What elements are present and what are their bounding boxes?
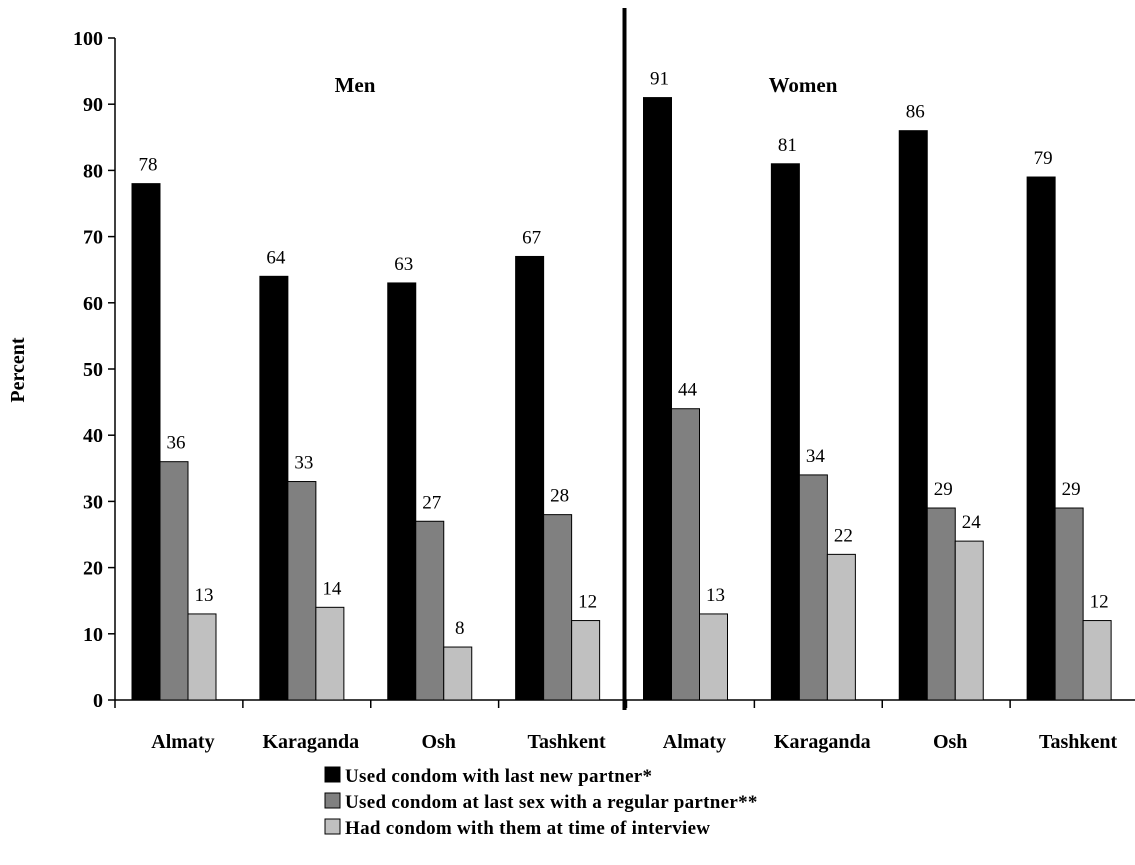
- y-tick-label: 100: [73, 28, 103, 50]
- bar: [898, 130, 928, 701]
- bar: [387, 282, 417, 701]
- bar: [643, 97, 672, 701]
- group-title: Women: [769, 73, 838, 97]
- bar: [159, 461, 189, 701]
- bar: [699, 613, 728, 701]
- data-label: 86: [906, 102, 925, 123]
- y-tick-label: 90: [83, 94, 103, 116]
- data-label: 27: [422, 492, 441, 513]
- bar: [1026, 176, 1056, 701]
- legend-label: Used condom at last sex with a regular p…: [345, 792, 758, 813]
- data-label: 12: [578, 592, 597, 613]
- bar: [131, 183, 161, 701]
- legend: Used condom with last new partner* Used c…: [324, 766, 758, 839]
- data-label: 13: [706, 585, 725, 606]
- data-label: 24: [962, 512, 982, 533]
- data-label: 81: [778, 135, 797, 156]
- data-label: 22: [834, 525, 853, 546]
- y-axis-label: Percent: [7, 337, 29, 402]
- data-labels: Men 78 36 13 64 33 14 63 27 8 67 28 12 Women 91 44 13 81 3…: [139, 69, 1109, 639]
- data-label: 34: [806, 446, 826, 467]
- bars: [131, 97, 1112, 701]
- bar: [826, 553, 856, 701]
- y-tick-label: 70: [83, 227, 103, 249]
- data-label: 29: [1062, 479, 1081, 500]
- category-label: Tashkent: [527, 731, 606, 753]
- data-label: 29: [934, 479, 953, 500]
- bar: [415, 520, 445, 701]
- bar: [671, 408, 700, 701]
- data-label: 28: [550, 486, 569, 507]
- data-label: 64: [266, 247, 286, 268]
- data-label: 36: [167, 433, 186, 454]
- category-label: Osh: [933, 731, 967, 753]
- bar: [571, 620, 601, 701]
- data-label: 44: [678, 380, 698, 401]
- bar: [1054, 507, 1084, 701]
- legend-label: Used condom with last new partner*: [345, 766, 652, 787]
- data-label: 79: [1034, 148, 1053, 169]
- data-label: 67: [522, 227, 541, 248]
- category-label: Tashkent: [1039, 731, 1118, 753]
- data-label: 63: [394, 254, 413, 275]
- bar: [954, 540, 984, 701]
- bar: [1082, 620, 1112, 701]
- legend-swatch: [324, 818, 341, 835]
- bar: [287, 481, 317, 701]
- category-label: Almaty: [151, 731, 214, 753]
- bar: [543, 514, 573, 701]
- x-axis: Almaty Karaganda Osh Tashkent Almaty Karagand…: [114, 700, 1118, 753]
- data-label: 91: [650, 69, 669, 90]
- y-tick-label: 50: [83, 359, 103, 381]
- bar: [187, 613, 217, 701]
- bar: [259, 275, 289, 701]
- y-tick-label: 10: [83, 624, 103, 646]
- bar: [515, 255, 545, 701]
- bar: [315, 606, 345, 701]
- data-label: 33: [294, 453, 313, 474]
- legend-swatch: [324, 766, 341, 783]
- legend-label: Had condom with them at time of intervie…: [345, 818, 710, 839]
- data-label: 78: [139, 155, 158, 176]
- data-label: 8: [455, 618, 465, 639]
- data-label: 13: [195, 585, 214, 606]
- bar: [798, 474, 828, 701]
- category-label: Karaganda: [774, 731, 871, 753]
- y-tick-label: 20: [83, 558, 103, 580]
- legend-swatch: [324, 792, 341, 809]
- category-label: Osh: [421, 731, 455, 753]
- data-label: 14: [322, 578, 342, 599]
- bar: [443, 646, 473, 701]
- category-label: Karaganda: [262, 731, 359, 753]
- category-label: Almaty: [663, 731, 726, 753]
- bar: [926, 507, 956, 701]
- y-tick-label: 60: [83, 293, 103, 315]
- y-tick-label: 30: [83, 491, 103, 513]
- y-tick-label: 80: [83, 160, 103, 182]
- data-label: 12: [1090, 592, 1109, 613]
- y-tick-label: 40: [83, 425, 103, 447]
- group-title: Men: [335, 73, 376, 97]
- bar: [770, 163, 800, 701]
- y-axis: 0 10 20 30 40 50 60 70 80 90 100: [73, 8, 1135, 712]
- y-tick-label: 0: [93, 690, 103, 712]
